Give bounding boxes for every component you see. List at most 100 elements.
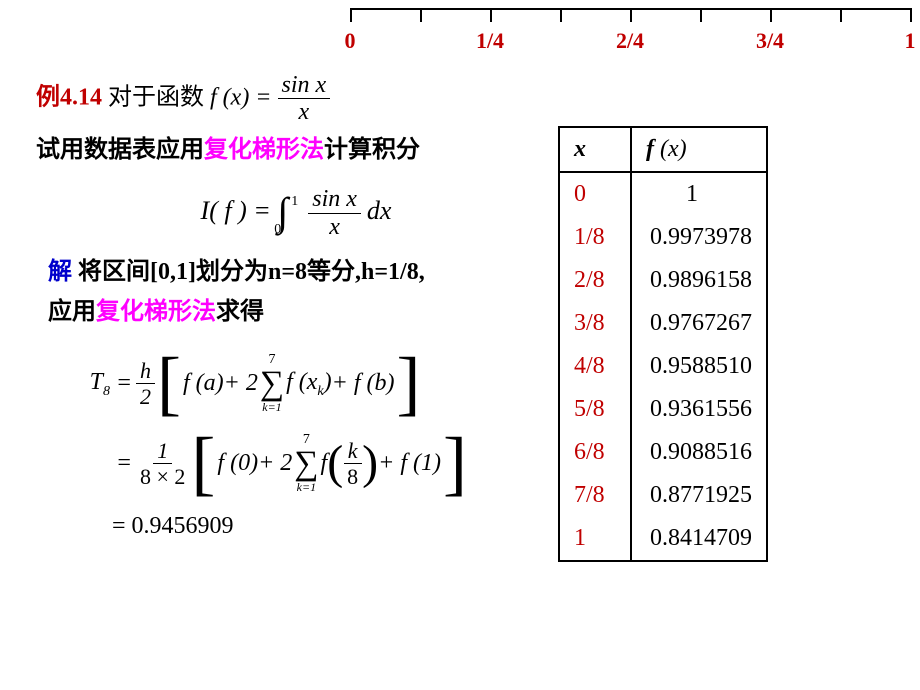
sum2-bot: k=1 (297, 481, 316, 493)
sigma-2: ∑ (294, 447, 318, 481)
ruler-label-1: 1/4 (476, 28, 504, 54)
example-line: 例4.14 对于函数 f (x) = sin xx (36, 72, 556, 126)
number-line: 0 1/4 2/4 3/4 1 (350, 8, 910, 52)
table-header-row: x f (x) (559, 127, 767, 172)
formula-row-2: = 18 × 2 [ f (0) + 2 7 ∑ k=1 f ( k8 ) + … (56, 428, 556, 498)
table-row: 4/80.9588510 (559, 345, 767, 388)
solution-label: 解 (48, 259, 72, 285)
sum-2: 7 ∑ k=1 (294, 433, 318, 493)
solution-text-1: 将区间[0,1]划分为n=8等分,h=1/8, (72, 259, 425, 285)
cell-x: 7/8 (559, 474, 631, 517)
plus-two-1: + 2 (224, 365, 258, 401)
integral-upper: 1 (291, 194, 298, 209)
cell-x: 2/8 (559, 259, 631, 302)
cell-fx: 0.9896158 (631, 259, 767, 302)
sum-1: 7 ∑ k=1 (260, 353, 284, 413)
integral-expression: I( f ) = ∫01 sin xx dx (36, 176, 556, 240)
T-sub: 8 (103, 384, 110, 399)
cell-fx: 0.8414709 (631, 517, 767, 561)
table-row: 7/80.8771925 (559, 474, 767, 517)
ruler-label-2: 2/4 (616, 28, 644, 54)
cell-fx: 0.9361556 (631, 388, 767, 431)
plus-two-2: + 2 (258, 445, 292, 481)
cell-fx: 0.9588510 (631, 345, 767, 388)
cell-fx: 0.9973978 (631, 216, 767, 259)
ruler-label-4: 1 (905, 28, 916, 54)
cell-x: 0 (559, 172, 631, 216)
cell-x: 5/8 (559, 388, 631, 431)
k8-num: k (344, 439, 362, 464)
f-of-a: f (a) (183, 365, 224, 401)
line4-b: 复化梯形法 (96, 299, 216, 325)
fx-lhs: f (x) = (210, 84, 278, 110)
cell-fx: 0.9767267 (631, 302, 767, 345)
result-value: = 0.9456909 (112, 508, 234, 544)
integral-lhs: I( f ) = (201, 196, 278, 225)
formula-row-3: = 0.9456909 (56, 508, 556, 544)
plus-f-b: + f (b) (332, 365, 395, 401)
table-row: 1/80.9973978 (559, 216, 767, 259)
table-row: 2/80.9896158 (559, 259, 767, 302)
cell-x: 3/8 (559, 302, 631, 345)
integrand-frac: sin xx (308, 186, 361, 240)
col-header-fx: f (x) (631, 127, 767, 172)
f-label-2: f (321, 445, 328, 481)
plus-f-1: + f (1) (378, 445, 441, 481)
line2-b: 复化梯形法 (204, 137, 324, 163)
table-row: 3/80.9767267 (559, 302, 767, 345)
cell-fx: 0.9088516 (631, 431, 767, 474)
fx-den: x (278, 99, 331, 125)
sum1-bot: k=1 (262, 401, 281, 413)
k8-den: 8 (343, 464, 362, 488)
solution-line-2: 应用复化梯形法求得 (36, 294, 556, 330)
table-body: 01 1/80.9973978 2/80.9896158 3/80.976726… (559, 172, 767, 561)
rbracket-1: ] (394, 358, 422, 408)
h-over-2: h2 (136, 359, 155, 408)
ruler-labels: 0 1/4 2/4 3/4 1 (350, 28, 910, 52)
fx-fraction: sin xx (278, 72, 331, 126)
table-row: 01 (559, 172, 767, 216)
solution-line-1: 解 将区间[0,1]划分为n=8等分,h=1/8, (36, 254, 556, 290)
table-row: 10.8414709 (559, 517, 767, 561)
table-row: 5/80.9361556 (559, 388, 767, 431)
T-label: T (90, 369, 103, 395)
frac1-den: 2 (136, 384, 155, 408)
example-label: 例4.14 (36, 84, 102, 110)
f-of-0: f (0) (217, 445, 258, 481)
f-xk: f (xk) (286, 364, 332, 402)
main-content: 例4.14 对于函数 f (x) = sin xx 试用数据表应用复化梯形法计算… (36, 72, 556, 554)
table-row: 6/80.9088516 (559, 431, 767, 474)
fx-num: sin x (278, 72, 331, 99)
lbracket-2: [ (189, 438, 217, 488)
integrand-den: x (308, 214, 361, 240)
data-table: x f (x) 01 1/80.9973978 2/80.9896158 3/8… (558, 126, 768, 562)
line4-a: 应用 (48, 299, 96, 325)
big-lparen: ( (327, 449, 343, 478)
lbracket-1: [ (155, 358, 183, 408)
integral-dx: dx (367, 196, 392, 225)
sigma-1: ∑ (260, 367, 284, 401)
instruction-line: 试用数据表应用复化梯形法计算积分 (36, 132, 556, 168)
cell-x: 4/8 (559, 345, 631, 388)
ruler-ticks (350, 8, 910, 28)
one-over-16: 18 × 2 (136, 439, 189, 488)
cell-x: 1 (559, 517, 631, 561)
integral-lower: 0 (274, 222, 281, 237)
ruler-label-0: 0 (345, 28, 356, 54)
cell-fx: 0.8771925 (631, 474, 767, 517)
big-rparen: ) (362, 449, 378, 478)
line2-c: 计算积分 (324, 137, 420, 163)
trapezoid-formula: T8 = h2 [ f (a) + 2 7 ∑ k=1 f (xk) + f (… (56, 348, 556, 544)
ruler-label-3: 3/4 (756, 28, 784, 54)
line2-a: 试用数据表应用 (36, 137, 204, 163)
cell-x: 1/8 (559, 216, 631, 259)
formula-row-1: T8 = h2 [ f (a) + 2 7 ∑ k=1 f (xk) + f (… (56, 348, 556, 418)
frac2-num: 1 (153, 439, 172, 464)
rbracket-2: ] (441, 438, 469, 488)
line4-c: 求得 (216, 299, 264, 325)
frac1-num: h (136, 359, 155, 384)
integrand-num: sin x (308, 186, 361, 213)
cell-fx: 1 (631, 172, 767, 216)
frac2-den: 8 × 2 (136, 464, 189, 488)
example-pretext: 对于函数 (102, 84, 210, 110)
